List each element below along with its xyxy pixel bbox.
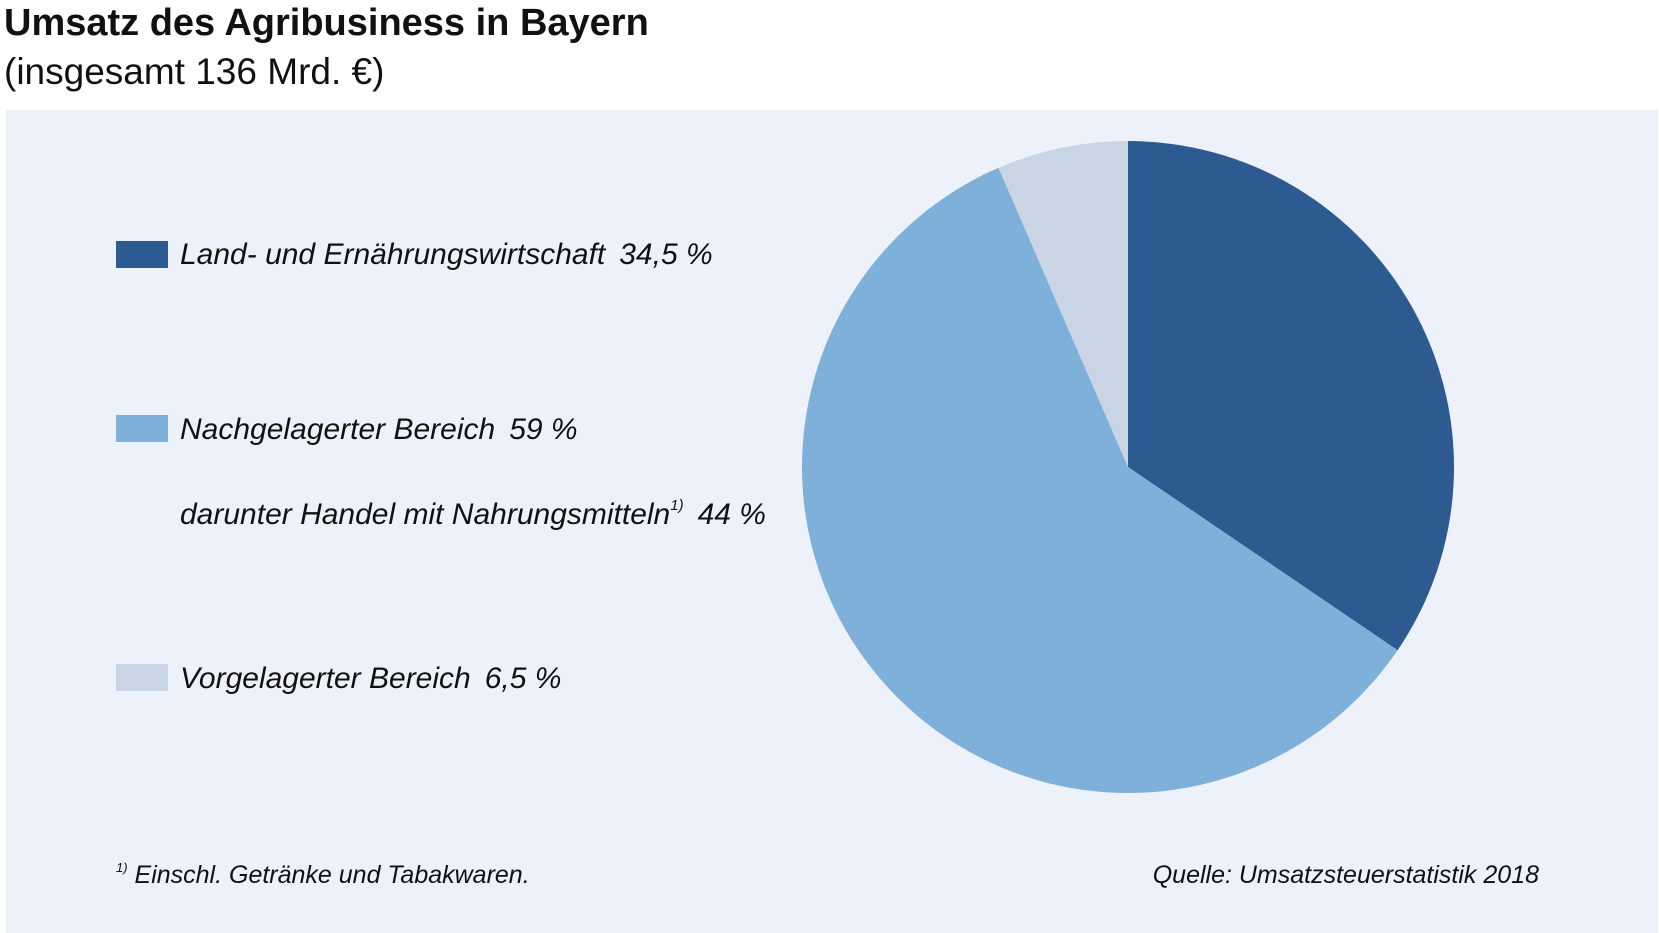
legend-item-vorgelagert: Vorgelagerter Bereich 6,5 % [180,661,561,697]
legend-label-vorgelagert: Vorgelagerter Bereich [180,662,471,695]
legend-label-handel: darunter Handel mit Nahrungsmitteln [180,498,671,531]
legend-value-land: 34,5 % [619,238,713,271]
legend-swatch-nachgelagert [116,415,168,442]
legend-swatch-vorgelagert [116,664,168,691]
legend-swatch-land [116,241,168,268]
pie-slice-vorgelagert [998,141,1128,467]
legend-item-land: Land- und Ernährungswirtschaft 34,5 % [180,237,713,273]
legend-subitem-handel: darunter Handel mit Nahrungsmitteln1) 44 … [180,497,766,533]
legend-value-vorgelagert: 6,5 % [484,662,562,695]
legend-value-handel: 44 % [697,498,766,531]
legend-label-nachgelagert: Nachgelagerter Bereich [180,413,496,446]
footnote-marker: 1) [670,497,684,514]
chart-subtitle: (insgesamt 136 Mrd. €) [4,51,385,92]
legend-value-nachgelagert: 59 % [509,413,578,446]
chart-title: Umsatz des Agribusiness in Bayern [4,2,649,44]
legend-item-nachgelagert: Nachgelagerter Bereich 59 % [180,412,578,448]
pie-slice-land [1128,141,1455,651]
source-note: Quelle: Umsatzsteuerstatistik 2018 [1152,861,1539,889]
footnote: 1) Einschl. Getränke und Tabakwaren. [116,860,530,890]
footnote-marker-bottom: 1) [116,860,128,875]
legend-label-land: Land- und Ernährungswirtschaft [180,238,606,271]
pie-slice-nachgelagert [802,167,1398,793]
footnote-text: Einschl. Getränke und Tabakwaren. [134,861,530,889]
